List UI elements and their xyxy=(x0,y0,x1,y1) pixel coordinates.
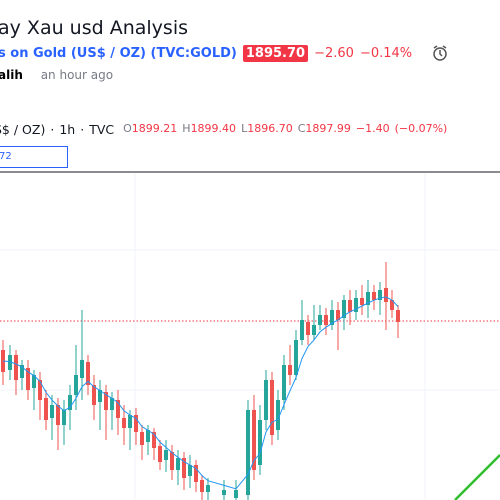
candle-body xyxy=(14,355,18,380)
candle-body xyxy=(312,325,316,335)
author-line: alih an hour ago xyxy=(0,68,113,82)
candle-body xyxy=(222,490,226,495)
source: TVC xyxy=(89,122,115,137)
candle-body xyxy=(44,398,48,420)
candle-body xyxy=(354,298,358,312)
candle-body xyxy=(122,418,126,428)
candle-body xyxy=(158,446,162,462)
open: 1899.21 xyxy=(131,122,178,135)
candle-body xyxy=(306,322,310,335)
candle-body xyxy=(32,375,36,388)
candle-body xyxy=(276,400,280,430)
h-label: H xyxy=(182,122,191,135)
price: 1895.70 xyxy=(242,44,309,62)
moving-average xyxy=(2,296,399,490)
candle-body xyxy=(336,310,340,320)
separator: · xyxy=(80,122,85,137)
l-label: L xyxy=(241,122,248,135)
candle-body xyxy=(68,395,72,410)
change-percent: −0.14% xyxy=(359,45,413,61)
candle-body xyxy=(110,398,114,410)
candle-body xyxy=(170,452,174,470)
candle-body xyxy=(258,420,262,465)
candle-body xyxy=(270,380,274,435)
candle-body xyxy=(288,365,292,375)
chart-symbol: S$ / OZ) xyxy=(0,122,46,137)
high: 1899.40 xyxy=(190,122,237,135)
idea-title: ay Xau usd Analysis xyxy=(0,17,188,39)
ohlc-change-percent: (−0.07%) xyxy=(394,122,448,135)
candle-body xyxy=(342,300,346,318)
candle-body xyxy=(390,300,394,310)
candle-body xyxy=(140,432,144,445)
candle-body xyxy=(188,465,192,476)
candle-body xyxy=(294,340,298,375)
candle-body xyxy=(200,480,204,492)
interval: 1h xyxy=(59,122,76,137)
c-label: C xyxy=(297,122,306,135)
separator: · xyxy=(50,122,55,137)
trend-line[interactable] xyxy=(454,454,500,500)
candle-body xyxy=(246,410,250,495)
candle-body xyxy=(164,450,168,460)
change: −2.60 xyxy=(314,45,354,61)
candle-body xyxy=(86,362,90,385)
candle-body xyxy=(378,290,382,300)
candle-body xyxy=(282,365,286,400)
candle-body xyxy=(360,298,364,305)
candle-body xyxy=(264,380,268,420)
candle-body xyxy=(318,315,322,325)
candle-body xyxy=(128,415,132,428)
candle-body xyxy=(38,380,42,400)
candle-body xyxy=(116,400,120,418)
candle-body xyxy=(252,410,256,470)
o-label: O xyxy=(123,122,132,135)
alert-icon[interactable] xyxy=(430,44,450,62)
symbol-link[interactable]: s on Gold (US$ / OZ) (TVC:GOLD) xyxy=(0,45,237,61)
candle-body xyxy=(348,300,352,312)
candle-body xyxy=(330,310,334,325)
candle-body xyxy=(56,405,60,425)
candle-body xyxy=(206,485,210,492)
candle-body xyxy=(98,390,102,402)
candle-body xyxy=(20,365,24,378)
symbol-line: s on Gold (US$ / OZ) (TVC:GOLD) 1895.70 … xyxy=(0,44,450,62)
candle-body xyxy=(300,320,304,340)
candle-body xyxy=(182,458,186,478)
candle-body xyxy=(104,392,108,410)
candle-body xyxy=(62,410,66,425)
candle-body xyxy=(324,315,328,325)
candle-body xyxy=(396,310,400,322)
candle-body xyxy=(384,288,388,302)
close: 1897.99 xyxy=(305,122,351,135)
ohlc-line: S$ / OZ) · 1h · TVC O1899.21 H1899.40 L1… xyxy=(0,122,447,137)
candle-body xyxy=(134,415,138,432)
candle-body xyxy=(92,385,96,405)
candle-body xyxy=(194,465,198,482)
candle-body xyxy=(74,375,78,395)
candle-body xyxy=(146,430,150,442)
low: 1896.70 xyxy=(247,122,293,135)
ohlc-change: −1.40 xyxy=(355,122,390,135)
time: an hour ago xyxy=(40,68,114,82)
candle-body xyxy=(80,360,84,378)
indicator-input[interactable]: 72 xyxy=(0,146,68,168)
candle-body xyxy=(176,458,180,470)
candle-body xyxy=(152,432,156,448)
candle-body xyxy=(366,292,370,305)
candle-body xyxy=(50,405,54,418)
candle-body xyxy=(8,355,12,370)
candle-body xyxy=(372,292,376,300)
candle-body xyxy=(234,490,238,498)
author[interactable]: alih xyxy=(0,68,23,82)
candle-body xyxy=(26,368,30,390)
